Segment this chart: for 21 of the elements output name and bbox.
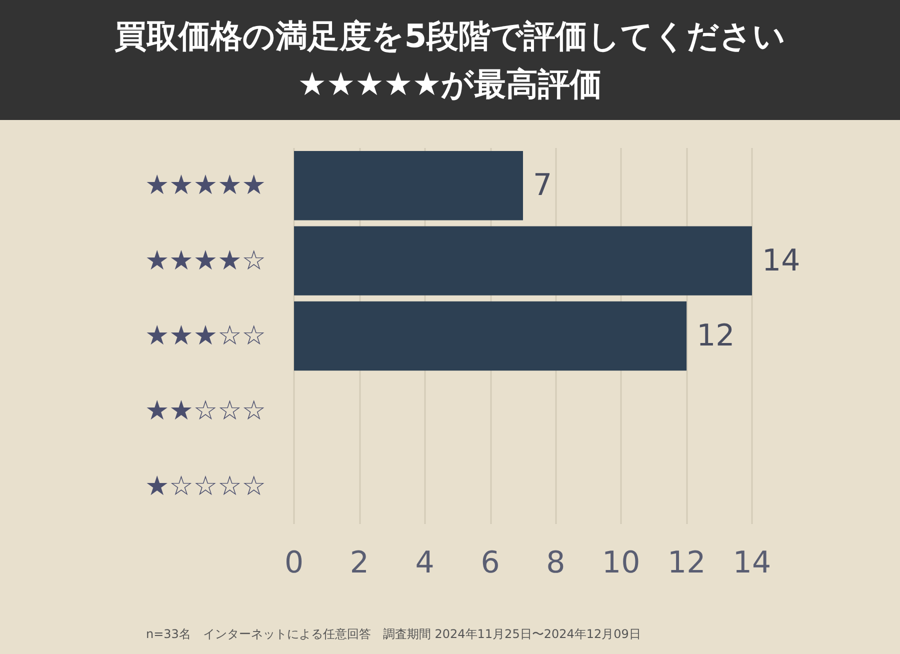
- data-label: 7: [533, 168, 552, 204]
- y-tick-label: ★☆☆☆☆: [144, 470, 266, 502]
- data-label: 12: [696, 318, 735, 354]
- bar: [294, 151, 523, 220]
- x-tick-label: 8: [546, 546, 566, 580]
- y-tick-label: ★★★☆☆: [144, 320, 266, 352]
- y-tick-label: ★★★★★: [144, 170, 266, 202]
- x-tick-label: 2: [350, 546, 369, 580]
- bar: [294, 226, 752, 296]
- x-tick-label: 4: [415, 546, 434, 580]
- x-tick-label: 12: [667, 546, 706, 580]
- data-label: 14: [762, 243, 800, 278]
- y-tick-label: ★★☆☆☆: [144, 396, 266, 427]
- x-tick-label: 6: [480, 546, 500, 580]
- x-tick-label: 14: [732, 546, 772, 580]
- x-tick-label: 0: [284, 546, 304, 580]
- bar: [294, 301, 687, 371]
- text: n=33名 インターネットによる任意回答 調査期間 2024年11月25日〜2024年12月09日: [146, 627, 641, 641]
- y-tick-label: ★★★★☆: [144, 245, 266, 276]
- chart-title: 買取価格の満足度を5段階で評価してください ★★★★★が最高評価: [0, 0, 900, 120]
- x-tick-label: 10: [602, 546, 640, 580]
